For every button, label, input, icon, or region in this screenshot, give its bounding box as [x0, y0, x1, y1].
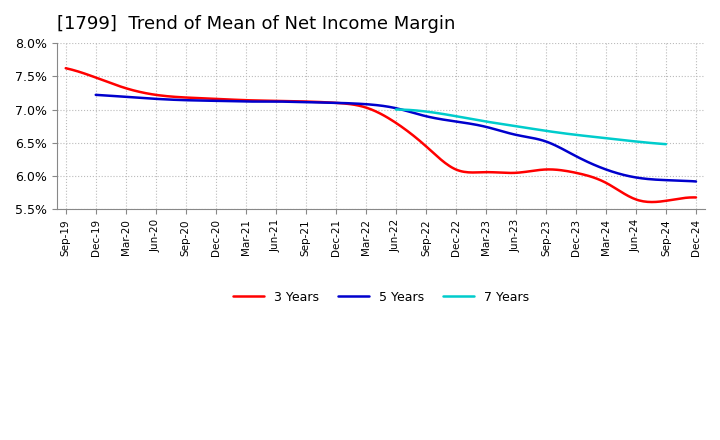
7 Years: [552, 130, 561, 135]
5 Years: [598, 165, 606, 171]
7 Years: [636, 139, 645, 145]
3 Years: [434, 155, 443, 161]
7 Years: [619, 137, 628, 143]
3 Years: [593, 176, 601, 181]
7 Years: [392, 107, 401, 112]
7 Years: [392, 107, 400, 112]
7 Years: [557, 130, 565, 136]
Text: [1799]  Trend of Mean of Net Income Margin: [1799] Trend of Mean of Net Income Margi…: [57, 15, 455, 33]
5 Years: [459, 120, 467, 125]
3 Years: [447, 165, 456, 170]
3 Years: [647, 199, 656, 205]
5 Years: [449, 118, 457, 124]
3 Years: [61, 66, 70, 71]
3 Years: [692, 195, 701, 200]
5 Years: [94, 92, 102, 98]
3 Years: [436, 157, 445, 162]
5 Years: [91, 92, 100, 98]
3 Years: [633, 197, 642, 202]
Legend: 3 Years, 5 Years, 7 Years: 3 Years, 5 Years, 7 Years: [228, 286, 534, 309]
Line: 7 Years: 7 Years: [396, 110, 666, 144]
7 Years: [662, 142, 670, 147]
7 Years: [552, 130, 560, 135]
Line: 5 Years: 5 Years: [96, 95, 696, 181]
5 Years: [692, 179, 701, 184]
5 Years: [636, 176, 644, 181]
Line: 3 Years: 3 Years: [66, 68, 696, 202]
3 Years: [63, 66, 72, 71]
5 Years: [446, 118, 455, 124]
